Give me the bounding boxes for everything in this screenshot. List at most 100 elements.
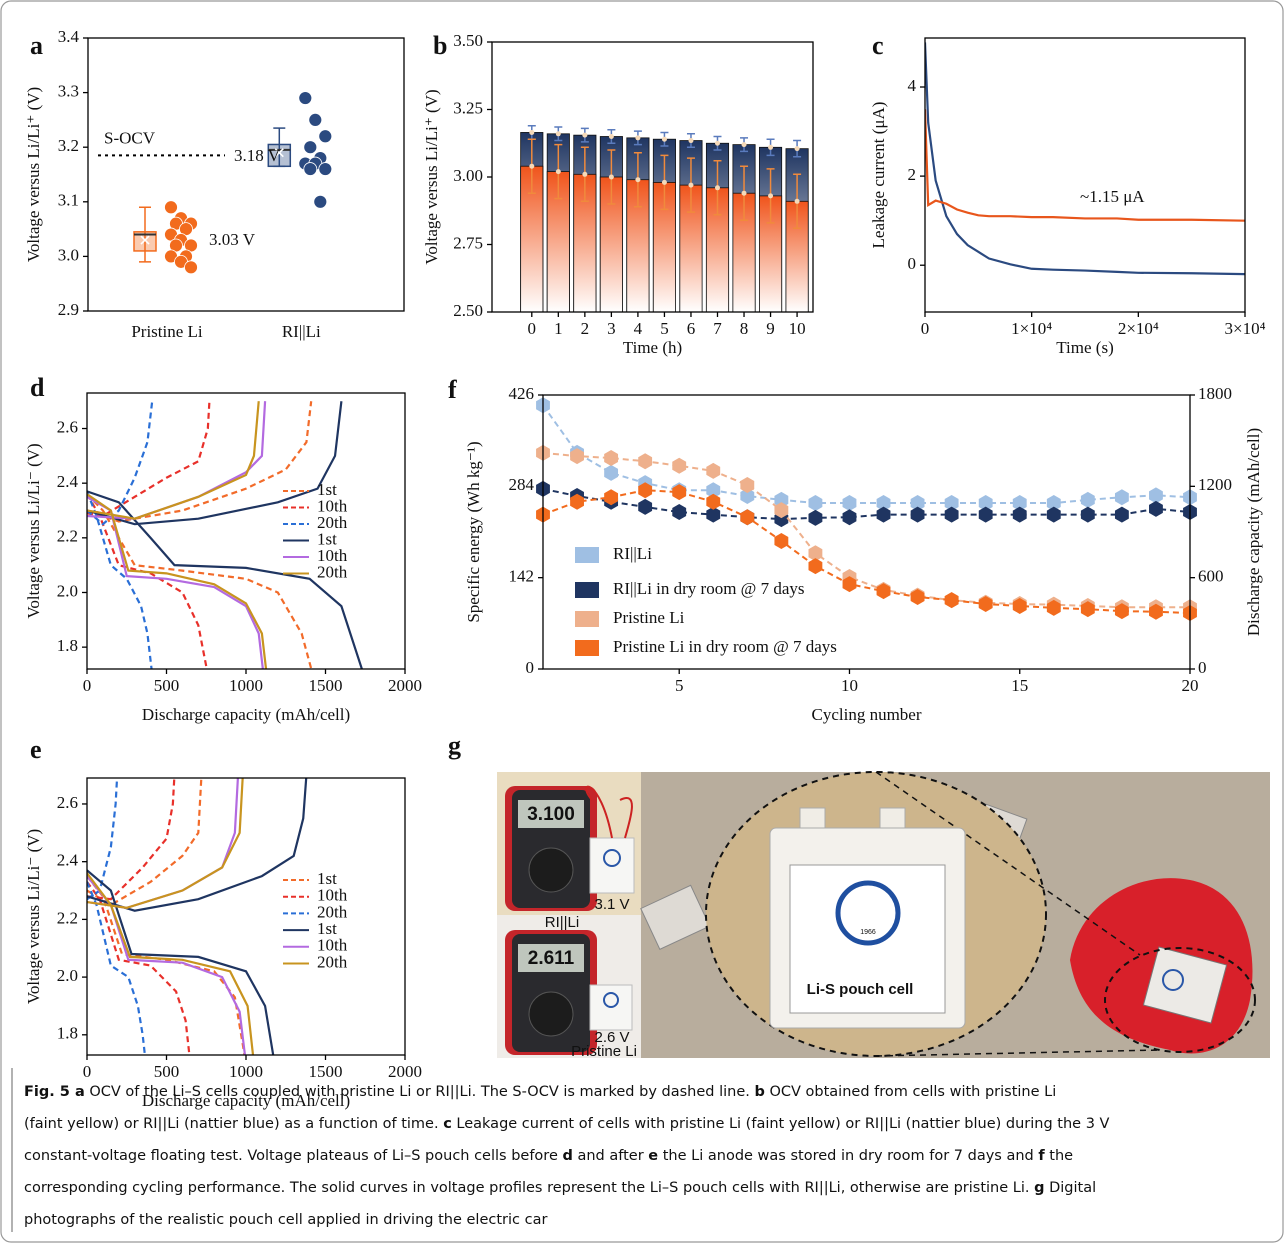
data-marker (842, 509, 857, 526)
data-line (87, 778, 246, 1055)
x-tick-label: 0 (83, 676, 92, 695)
caption-line: corresponding cycling performance. The s… (24, 1180, 1096, 1196)
x-axis-label: Cycling number (811, 705, 921, 724)
data-marker (910, 506, 925, 523)
legend-swatch (575, 611, 599, 627)
data-line (87, 401, 268, 669)
y-tick-label: 2.0 (57, 966, 78, 985)
caption-run: the (1045, 1148, 1073, 1164)
data-marker (774, 533, 789, 550)
y-axis-label: Leakage current (μA) (869, 102, 888, 249)
data-marker (876, 495, 891, 512)
data-marker (604, 464, 619, 481)
data-point (303, 162, 318, 176)
data-marker (944, 506, 959, 523)
data-line (87, 401, 211, 669)
data-marker (740, 477, 755, 494)
bar-dot (529, 163, 535, 169)
data-marker (1114, 489, 1129, 506)
legend-label: 10th (317, 886, 348, 905)
x-tick-label: 0 (921, 319, 930, 338)
panel: c 0 2 4 0 1×10⁴ 2×10⁴ 3×10⁴ Leakage current (μA)… (869, 31, 1266, 357)
y-tick-label: 3.4 (58, 27, 80, 46)
legend-label: 1st (317, 869, 337, 888)
x-tick-label: 2×10⁴ (1118, 319, 1159, 338)
data-line (87, 778, 308, 1055)
y-tick-label: 2.6 (57, 417, 78, 436)
panel-letter: g (448, 731, 461, 760)
y-tick-label: 2.6 (57, 793, 78, 812)
y-axis-label: Voltage versus Li/Li⁻ (V) (24, 829, 43, 1004)
x-tick-label: 15 (1011, 676, 1028, 695)
data-point (313, 194, 328, 209)
legend-label: 1st (317, 480, 337, 499)
legend-label: 10th (317, 546, 348, 565)
reference-label: S-OCV (104, 128, 156, 147)
data-marker (842, 495, 857, 512)
data-marker (604, 450, 619, 467)
x-tick-label: 6 (687, 319, 696, 338)
data-marker (876, 506, 891, 523)
wires (585, 785, 633, 839)
y-tick-label: 2.4 (57, 851, 79, 870)
x-tick-label: 500 (154, 676, 180, 695)
bar-dot (582, 171, 588, 177)
caption-run: f (1038, 1148, 1045, 1164)
bar-dot (555, 131, 561, 137)
y-tick-label: 3.2 (58, 136, 79, 155)
panel-letter: d (30, 373, 45, 402)
data-point (184, 260, 198, 275)
y-tick-label: 3.1 (58, 191, 79, 210)
caption-run: OCV obtained from cells with pristine Li (765, 1084, 1056, 1100)
data-marker (604, 489, 619, 506)
legend-label: 20th (317, 902, 348, 921)
legend-label: RI||Li (613, 544, 652, 563)
y-tick-label: 426 (509, 384, 535, 403)
x-tick-label: 7 (713, 319, 722, 338)
x-tick-label: 0 (528, 319, 537, 338)
caption-line: constant-voltage floating test. Voltage … (24, 1148, 1073, 1164)
plot-frame (86, 777, 406, 1056)
caption-run: OCV of the Li–S cells coupled with prist… (85, 1084, 755, 1100)
caption-run: the Li anode was stored in dry room for … (658, 1148, 1038, 1164)
data-line (87, 401, 154, 669)
caption: Fig. 5 a OCV of the Li–S cells coupled w… (24, 1084, 1110, 1228)
caption-run: c (443, 1116, 452, 1132)
caption-run: e (648, 1148, 658, 1164)
panel-letter: a (30, 31, 43, 60)
data-line (87, 778, 255, 1055)
bar-dot (555, 169, 561, 175)
data-line (87, 401, 267, 669)
data-marker (706, 493, 721, 510)
bar-dot (688, 182, 694, 188)
data-marker (570, 493, 584, 510)
logo (835, 880, 901, 946)
x-tick-label: 20 (1182, 676, 1199, 695)
zoom-circle (1104, 947, 1256, 1053)
dial (528, 991, 574, 1037)
data-marker (808, 509, 823, 526)
caption-run: b (754, 1084, 764, 1100)
x-tick-label: 8 (740, 319, 749, 338)
bar-dot (661, 136, 667, 142)
panel-letter: f (448, 375, 457, 404)
data-line (87, 401, 313, 669)
bar-dot (794, 198, 800, 204)
data-marker (570, 448, 584, 465)
data-marker (978, 506, 993, 523)
y-tick-label: 3.00 (453, 166, 483, 185)
cell-label: Pristine Li (571, 1043, 637, 1060)
data-marker (910, 495, 925, 512)
bar-dot (608, 174, 614, 180)
y-axis-label: Specific energy (Wh kg⁻¹) (464, 441, 483, 622)
panel: a 2.9 3.0 3.1 3.2 3.3 3.4 Pristine Li RI||Li Volt… (24, 27, 405, 341)
panel: e 1.8 2.0 2.2 2.4 2.6 0 500 1000 1500 2000 Voltage … (24, 735, 422, 1110)
bar-dot (688, 138, 694, 144)
logo (1162, 969, 1184, 991)
legend-label: 20th (317, 952, 348, 971)
data-marker (774, 502, 789, 519)
x-tick-label: 1500 (309, 676, 343, 695)
y-tick-label: 284 (509, 475, 535, 494)
panel: d 1.8 2.0 2.2 2.4 2.6 0 500 1000 1500 2000 Voltage … (24, 373, 422, 724)
